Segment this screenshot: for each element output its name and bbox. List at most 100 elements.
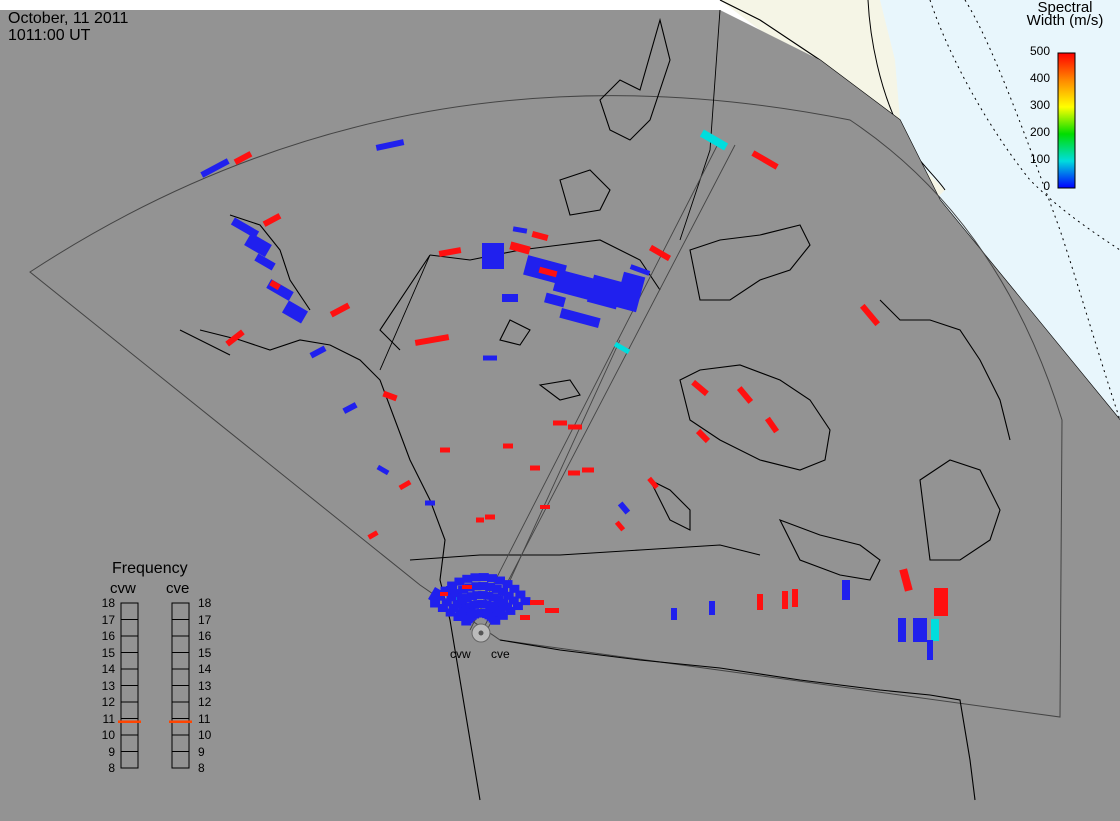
frequency-scale-tick: 18 (198, 596, 212, 610)
scatter-cell (509, 584, 520, 593)
scatter-cell (462, 574, 473, 583)
scatter-cell (487, 574, 498, 583)
scatter-cell (329, 302, 351, 318)
colorbar-tick: 100 (1029, 152, 1050, 166)
scatter-cell (497, 611, 508, 620)
scatter-cell (927, 640, 933, 660)
scatter-cell (440, 586, 451, 595)
scatter-cell (913, 618, 927, 642)
colorbar-title-line1: Spectral (1037, 0, 1093, 16)
scatter-cell (458, 585, 469, 594)
scatter-cell (842, 580, 850, 600)
scatter-cell (553, 420, 567, 426)
scatter-cell (438, 247, 462, 257)
scatter-cell (437, 604, 448, 612)
scatter-cell (200, 158, 230, 178)
scatter-cell (629, 264, 651, 276)
frequency-gauge-cell (171, 734, 190, 752)
scatter-cell (244, 232, 272, 258)
frequency-gauge-cell (171, 701, 190, 719)
frequency-scale-tick: 17 (198, 612, 212, 627)
scatter-cell (509, 241, 531, 255)
scatter-cell (445, 608, 456, 617)
scatter-cell (559, 307, 601, 329)
scatter-cell (505, 606, 516, 615)
frequency-scale-tick: 14 (198, 662, 212, 676)
frequency-scale-tick: 14 (101, 662, 115, 676)
scatter-cell (899, 568, 913, 592)
radar-site-label-cvw: cvw (450, 647, 471, 661)
scatter-cell (614, 520, 626, 532)
scatter-cell (254, 253, 276, 271)
scatter-cell (471, 582, 482, 591)
scatter-cell (262, 213, 282, 227)
frequency-scale-tick: 16 (101, 629, 115, 643)
scatter-cell (425, 500, 435, 506)
frequency-scale-tick: 17 (101, 612, 115, 627)
frequency-gauge-cell (171, 652, 190, 670)
coastlines (179, 17, 1011, 801)
frequency-gauge-cell (120, 619, 139, 637)
frequency-scale-tick: 8 (198, 761, 205, 775)
frequency-scale-tick: 13 (198, 678, 212, 693)
frequency-gauge-cell (171, 602, 190, 620)
colorbar-tick: 0 (1043, 179, 1050, 193)
scatter-cell (691, 379, 709, 397)
scatter-cell (454, 577, 465, 586)
scatter-cell (582, 467, 594, 473)
frequency-station-cve: cve (166, 580, 190, 597)
frequency-gauge-cell (171, 685, 190, 703)
scatter-cell (494, 576, 505, 585)
frequency-gauge-cell (171, 751, 190, 769)
scatter-cell (538, 266, 558, 278)
scatter-cell (568, 470, 580, 476)
frequency-scale-tick: 18 (101, 596, 115, 610)
radar-fov-fan (29, 95, 1063, 718)
frequency-scale-tick: 11 (198, 711, 211, 726)
colorbar-tick: 300 (1029, 98, 1050, 112)
scatter-cell (508, 596, 519, 605)
border-lines (379, 9, 721, 371)
scatter-cell (281, 300, 309, 324)
colorbar-tick: 500 (1029, 44, 1050, 58)
frequency-station-cvw: cvw (110, 580, 136, 597)
scatter-cell (233, 151, 253, 165)
frequency-gauge-cell (120, 602, 139, 620)
frequency-scale-tick: 12 (101, 695, 115, 709)
date-label: October, 11 2011 (8, 10, 129, 27)
frequency-scale-tick: 16 (198, 629, 212, 643)
scatter-cell (520, 597, 531, 606)
scatter-cell (613, 341, 631, 355)
colorbar-title-line2: Width (m/s) (1026, 12, 1104, 29)
frequency-scale-tick: 15 (198, 645, 212, 660)
scatter-cell (434, 592, 445, 601)
frequency-gauges (118, 602, 192, 769)
scatter-cell (482, 243, 504, 269)
scatter-cell (503, 591, 514, 600)
frequency-title: Frequency (112, 560, 188, 577)
frequency-scale-tick: 15 (101, 645, 115, 660)
colorbar-gradient (1057, 52, 1076, 189)
scatter-cell (757, 594, 763, 610)
scatter-cell (476, 517, 484, 523)
time-label: 1011:00 UT (8, 27, 91, 44)
scatter-cell (461, 594, 472, 603)
scatter-cell (699, 129, 729, 151)
scatter-cell (530, 465, 540, 471)
scatter-cell (502, 294, 518, 302)
scatter-cell (485, 514, 495, 520)
scatter-cell (647, 476, 659, 490)
scatter-cell (709, 601, 715, 615)
scatter-cell (671, 608, 677, 620)
scatter-cell (483, 591, 494, 600)
frequency-scale-tick: 13 (101, 678, 115, 693)
scatter-cell (230, 217, 260, 239)
scatter-cell (375, 139, 405, 151)
frequency-scale-tick: 9 (198, 744, 205, 759)
dark-region (0, 10, 1120, 821)
scatter-cell (452, 589, 463, 598)
scatter-cell (441, 598, 452, 607)
scatter-cell (498, 587, 508, 596)
scatter-cell (398, 479, 412, 491)
